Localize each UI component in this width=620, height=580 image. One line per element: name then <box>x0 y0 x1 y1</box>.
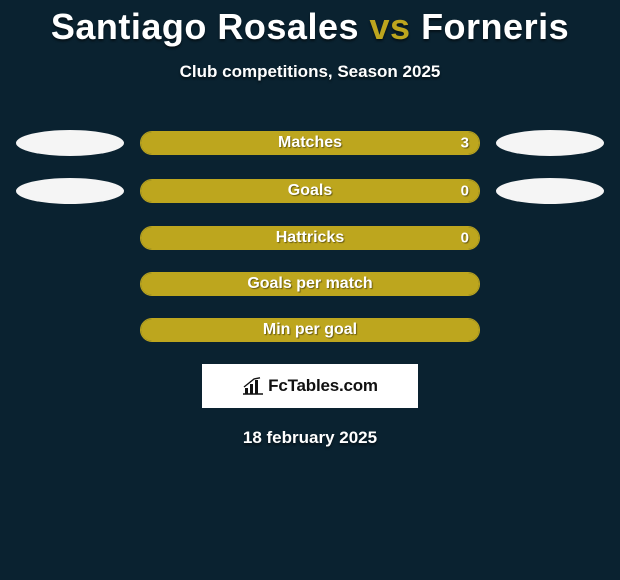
page-title: Santiago Rosales vs Forneris <box>0 0 620 48</box>
stat-row: Goals per match <box>0 272 620 296</box>
stat-pill-matches: Matches 3 <box>140 131 480 155</box>
left-side <box>0 130 140 156</box>
bar-chart-icon <box>242 377 264 395</box>
stat-value-right: 3 <box>461 135 469 152</box>
stat-label: Min per goal <box>263 321 357 339</box>
title-player-b: Forneris <box>421 6 569 47</box>
stat-label: Goals per match <box>247 275 372 293</box>
stat-value-right: 0 <box>461 230 469 247</box>
stat-row: Matches 3 <box>0 130 620 156</box>
stat-pill-hattricks: Hattricks 0 <box>140 226 480 250</box>
title-vs: vs <box>370 6 411 47</box>
stat-label: Hattricks <box>276 229 344 247</box>
right-disc <box>496 178 604 204</box>
stat-row: Goals 0 <box>0 178 620 204</box>
comparison-card: Santiago Rosales vs Forneris Club compet… <box>0 0 620 580</box>
stat-pill-goals-per-match: Goals per match <box>140 272 480 296</box>
stat-rows: Matches 3 Goals 0 Hattri <box>0 130 620 342</box>
right-side <box>480 130 620 156</box>
left-side <box>0 178 140 204</box>
subtitle: Club competitions, Season 2025 <box>0 62 620 82</box>
stat-label: Matches <box>278 134 342 152</box>
stat-pill-min-per-goal: Min per goal <box>140 318 480 342</box>
stat-row: Min per goal <box>0 318 620 342</box>
stat-label: Goals <box>288 182 332 200</box>
stat-pill-goals: Goals 0 <box>140 179 480 203</box>
logo-text: FcTables.com <box>268 376 378 396</box>
left-disc <box>16 130 124 156</box>
attribution-logo: FcTables.com <box>202 364 418 408</box>
left-disc <box>16 178 124 204</box>
title-player-a: Santiago Rosales <box>51 6 359 47</box>
stat-value-right: 0 <box>461 183 469 200</box>
right-disc <box>496 130 604 156</box>
date-label: 18 february 2025 <box>0 428 620 448</box>
right-side <box>480 178 620 204</box>
stat-row: Hattricks 0 <box>0 226 620 250</box>
